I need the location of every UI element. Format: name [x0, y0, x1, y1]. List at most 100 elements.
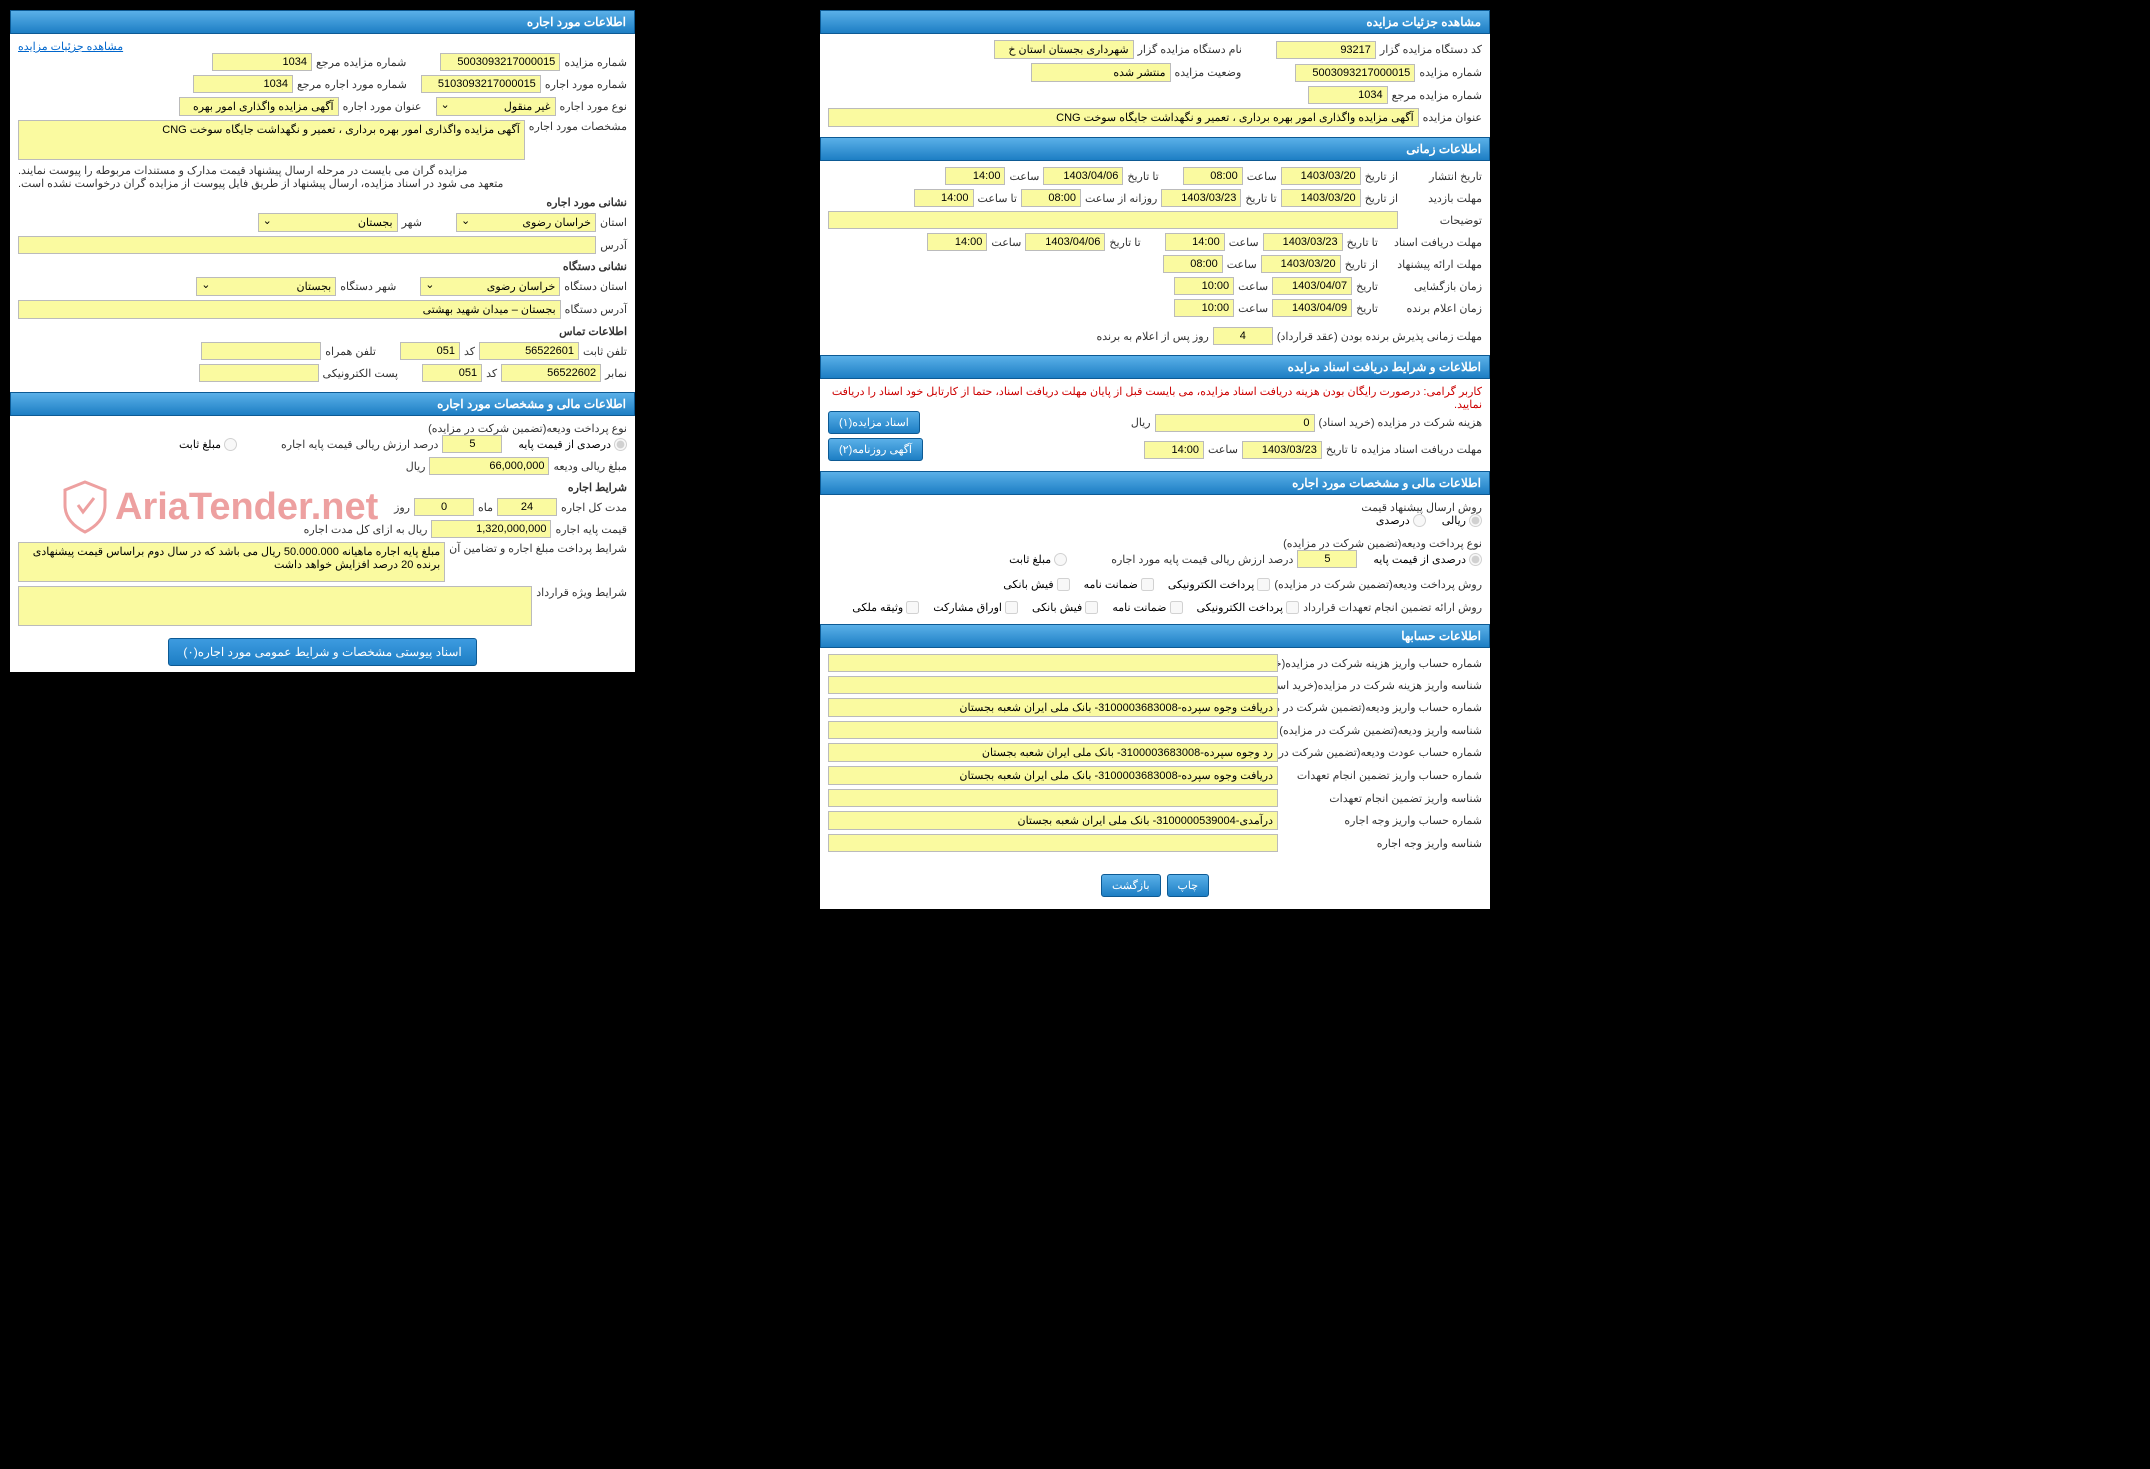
doc-deadline-label: مهلت دریافت اسناد — [1382, 236, 1482, 249]
chk-mortgage[interactable]: وثیقه ملکی — [852, 601, 919, 614]
status-field: منتشر شده — [1031, 63, 1171, 82]
docs-button[interactable]: اسناد مزایده(١) — [828, 411, 920, 434]
l-deposit-type-label: نوع پرداخت ودیعه(تضمین شرکت در مزایده) — [18, 422, 627, 435]
chk-elec[interactable]: پرداخت الکترونیکی — [1168, 578, 1271, 591]
radio-fixed-input[interactable] — [1054, 553, 1067, 566]
tarikh-label: تاریخ — [1356, 280, 1378, 293]
acc9-field — [828, 834, 1278, 852]
code-field2: 051 — [422, 364, 482, 382]
chk-bank-input[interactable] — [1057, 578, 1070, 591]
chk-guarantee2-input[interactable] — [1170, 601, 1183, 614]
l-section-header-financial: اطلاعات مالی و مشخصات مورد اجاره — [10, 392, 635, 416]
chk-guarantee2[interactable]: ضمانت نامه — [1112, 601, 1182, 614]
d8: 1403/04/07 — [1272, 277, 1352, 295]
acc4-field — [828, 721, 1278, 739]
section-header-financial: اطلاعات مالی و مشخصات مورد اجاره — [820, 471, 1490, 495]
org-addr-field: بجستان – میدان شهید بهشتی — [18, 300, 561, 319]
city-field[interactable]: بجستان — [258, 213, 398, 232]
desc-field — [828, 211, 1398, 229]
org-province-field[interactable]: خراسان رضوی — [420, 277, 560, 296]
chk-bank2[interactable]: فیش بانکی — [1032, 601, 1098, 614]
attachments-button[interactable]: اسناد پیوستی مشخصات و شرایط عمومی مورد ا… — [168, 638, 476, 666]
chk-bonds-text: اوراق مشارکت — [933, 601, 1002, 614]
t7: 08:00 — [1163, 255, 1223, 273]
duration-field: 24 — [497, 498, 557, 516]
chk-elec2-input[interactable] — [1286, 601, 1299, 614]
special-terms-field — [18, 586, 532, 626]
d5b: 1403/03/23 — [1242, 441, 1322, 459]
chk-guarantee[interactable]: ضمانت نامه — [1084, 578, 1154, 591]
commit-method-label: روش ارائه تضمین انجام تعهدات قرارداد — [1303, 601, 1482, 614]
chk-elec2[interactable]: پرداخت الکترونیکی — [1197, 601, 1300, 614]
city-label: شهر — [402, 216, 422, 229]
back-button[interactable]: بازگشت — [1101, 874, 1161, 897]
to-date-label3: تا تاریخ — [1347, 236, 1378, 249]
l-rent-num-label: شماره مورد اجاره — [545, 78, 627, 91]
d9: 1403/04/09 — [1272, 299, 1352, 317]
l-radio-base-percent[interactable]: درصدی از قیمت پایه — [518, 438, 627, 451]
rent-details-panel: اطلاعات مورد اجاره مشاهده جزئیات مزایده … — [10, 10, 635, 672]
phone-field: 56522601 — [479, 342, 579, 360]
l-radio-fixed-input[interactable] — [224, 438, 237, 451]
d6: 1403/04/06 — [1025, 233, 1105, 251]
mobile-label: تلفن همراه — [325, 345, 376, 358]
addr-label: آدرس — [600, 239, 627, 252]
acc8-label: شماره حساب واریز وجه اجاره — [1282, 814, 1482, 827]
province-label: استان — [600, 216, 627, 229]
num-field: 5003093217000015 — [1295, 64, 1415, 82]
email-label: پست الکترونیکی — [323, 367, 399, 380]
time-label7: ساعت — [1238, 302, 1268, 315]
base-price-label: قیمت پایه اجاره — [555, 523, 627, 536]
l-type-field[interactable]: غیر منقول — [436, 97, 556, 116]
code-label: کد — [464, 345, 475, 358]
chk-mortgage-input[interactable] — [906, 601, 919, 614]
accept-duration-label: مهلت زمانی پذیرش برنده بودن (عقد قرارداد… — [1277, 330, 1482, 343]
d7: 1403/03/20 — [1261, 255, 1341, 273]
time-label2: ساعت — [1009, 170, 1039, 183]
section-header-time: اطلاعات زمانی — [820, 137, 1490, 161]
radio-percent[interactable]: درصدی — [1376, 514, 1426, 527]
num-label: شماره مزایده — [1419, 66, 1482, 79]
acc4-label: شناسه واریز ودیعه(تضمین شرکت در مزایده) — [1282, 724, 1482, 737]
chk-guarantee-input[interactable] — [1141, 578, 1154, 591]
print-button[interactable]: چاپ — [1167, 874, 1210, 897]
code-field: 93217 — [1276, 41, 1376, 59]
addr-field — [18, 236, 596, 254]
radio-base-percent[interactable]: درصدی از قیمت پایه — [1373, 553, 1482, 566]
acc9-label: شناسه واریز وجه اجاره — [1282, 837, 1482, 850]
radio-percent-input[interactable] — [1413, 514, 1426, 527]
org-city-field[interactable]: بجستان — [196, 277, 336, 296]
org-addr-label: آدرس دستگاه — [565, 303, 627, 316]
from-date-label3: از تاریخ — [1345, 258, 1378, 271]
to-date-label4: تا تاریخ — [1109, 236, 1140, 249]
acc5-label: شماره حساب عودت ودیعه(تضمین شرکت در مزای… — [1282, 746, 1482, 759]
radio-rial-input[interactable] — [1469, 514, 1482, 527]
radio-rial[interactable]: ریالی — [1442, 514, 1482, 527]
publish-label: تاریخ انتشار — [1402, 170, 1482, 183]
from-date-label: از تاریخ — [1365, 170, 1398, 183]
financial-body: روش ارسال پیشنهاد قیمت ریالی درصدی نوع پ… — [820, 495, 1490, 624]
radio-fixed[interactable]: مبلغ ثابت — [1009, 553, 1067, 566]
chk-bank[interactable]: فیش بانکی — [1003, 578, 1069, 591]
chk-elec-input[interactable] — [1257, 578, 1270, 591]
percent-field: 5 — [1297, 550, 1357, 568]
d1: 1403/03/20 — [1281, 167, 1361, 185]
acc1-label: شماره حساب واریز هزینه شرکت در مزایده(خر… — [1282, 657, 1482, 670]
section-header-rent: اطلاعات مورد اجاره — [10, 10, 635, 34]
details-link[interactable]: مشاهده جزئیات مزایده — [18, 41, 123, 53]
time-label6: ساعت — [1238, 280, 1268, 293]
radio-base-percent-input[interactable] — [1469, 553, 1482, 566]
chk-bonds[interactable]: اوراق مشارکت — [933, 601, 1018, 614]
chk-bank2-input[interactable] — [1085, 601, 1098, 614]
payment-terms-field: مبلغ پایه اجاره ماهیانه 50.000.000 ریال … — [18, 542, 445, 582]
daily-button[interactable]: آگهی روزنامه(٢) — [828, 438, 923, 461]
chk-bonds-input[interactable] — [1005, 601, 1018, 614]
day-label: روز — [394, 501, 410, 514]
province-field[interactable]: خراسان رضوی — [456, 213, 596, 232]
l-radio-fixed[interactable]: مبلغ ثابت — [179, 438, 237, 451]
d4: 1403/03/23 — [1161, 189, 1241, 207]
t8: 10:00 — [1174, 277, 1234, 295]
note1: مزایده گران می بایست در مرحله ارسال پیشن… — [18, 164, 627, 177]
l-radio-base-percent-input[interactable] — [614, 438, 627, 451]
special-terms-label: شرایط ویژه قرارداد — [536, 586, 627, 599]
